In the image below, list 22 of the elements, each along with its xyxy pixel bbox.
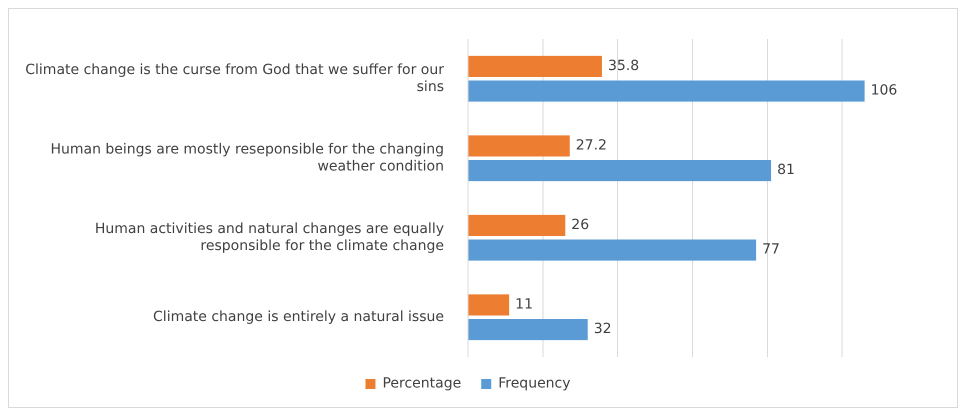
data-label: 77 [762,242,780,258]
bar [468,135,570,157]
data-label: 32 [594,321,612,338]
data-label: 11 [515,296,533,313]
data-label: 81 [777,162,795,178]
y-tick-label: Human activities and natural changes are equally responsible for the climate change [94,220,444,254]
data-label: 27.2 [576,138,607,154]
y-tick-label: Climate change is the curse from God that we suffer for our sins [25,62,444,95]
data-label: 35.8 [608,58,640,74]
data-label: 106 [870,82,898,99]
y-tick-label: Human beings are mostly reseponsible for the changing weather condition [50,141,444,174]
bar [468,239,756,261]
data-label: 26 [571,217,590,234]
legend-label: Frequency [498,376,571,392]
bar [468,56,602,78]
bar [468,294,510,316]
bar [468,80,865,102]
y-tick-label: Climate change is entirely a natural issue [153,308,444,325]
bar [468,214,566,236]
bar [468,160,772,182]
legend-label: Percentage [382,376,462,392]
bar [468,318,588,340]
